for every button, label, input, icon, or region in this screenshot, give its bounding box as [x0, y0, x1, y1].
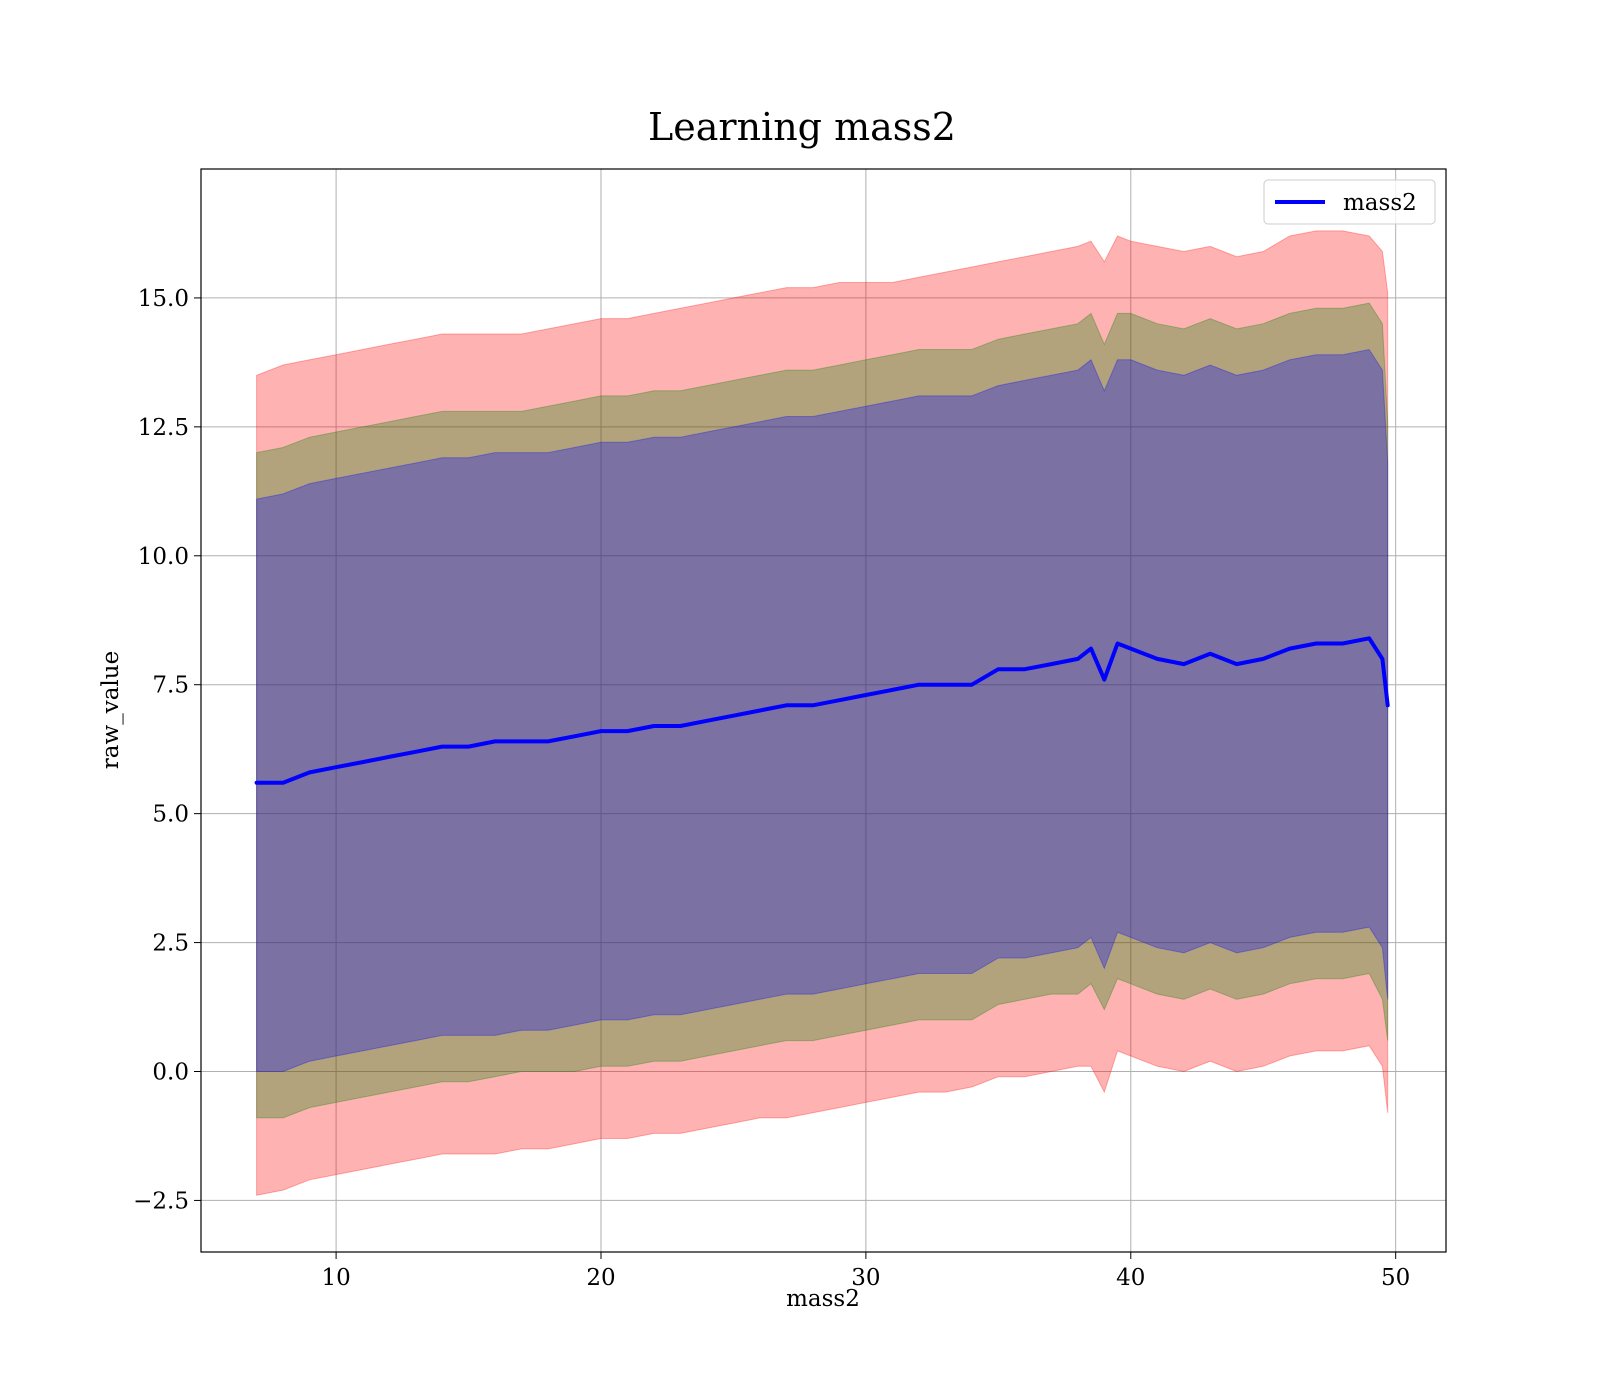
x-tick-label: 40: [1116, 1265, 1145, 1291]
y-tick-label: 12.5: [138, 415, 189, 441]
chart-title: Learning mass2: [648, 105, 956, 149]
series-line-mass2: [254, 636, 1390, 785]
band-inner: [256, 348, 1389, 1072]
x-tick-label: 20: [586, 1265, 615, 1291]
plot-frame: [200, 168, 1447, 1253]
y-tick-label: 0.0: [152, 1060, 189, 1086]
y-tick-label: 5.0: [152, 802, 189, 828]
y-tick-label: 7.5: [152, 673, 189, 699]
legend: mass2: [1263, 179, 1436, 225]
grid: [201, 169, 1446, 1252]
y-tick-label: −2.5: [133, 1188, 189, 1214]
series-line-group: [254, 636, 1390, 785]
legend-box: [1263, 179, 1436, 225]
legend-label: mass2: [1343, 190, 1417, 216]
x-tick-label: 50: [1381, 1265, 1410, 1291]
x-tick-label: 30: [851, 1265, 880, 1291]
y-tick-label: 10.0: [138, 544, 189, 570]
y-axis-label: raw_value: [98, 651, 124, 769]
bands: [256, 230, 1389, 1196]
x-axis-label: mass2: [786, 1286, 860, 1312]
band-middle: [256, 302, 1389, 1119]
y-tick-label: 15.0: [138, 286, 189, 312]
ticks: 10 20 30 40 50 −2.5 0.0 2.5 5.0 7.5 10.0 12.5 15.0: [133, 286, 1410, 1291]
y-tick-label: 2.5: [152, 931, 189, 957]
x-tick-label: 10: [321, 1265, 350, 1291]
band-outer: [256, 230, 1389, 1196]
